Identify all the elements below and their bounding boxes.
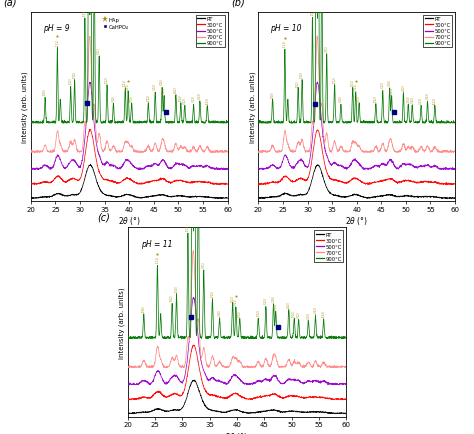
Text: (312): (312) bbox=[264, 297, 268, 304]
Text: pH = 9: pH = 9 bbox=[43, 24, 69, 33]
Text: (300): (300) bbox=[192, 71, 197, 78]
Text: (200): (200) bbox=[271, 91, 274, 98]
Text: (212): (212) bbox=[210, 289, 214, 296]
Text: (402): (402) bbox=[287, 300, 291, 307]
Text: (a): (a) bbox=[3, 0, 17, 7]
X-axis label: $2\theta$ (°): $2\theta$ (°) bbox=[118, 215, 141, 227]
Text: (310): (310) bbox=[111, 95, 116, 102]
Text: (202): (202) bbox=[196, 166, 201, 173]
Text: (222): (222) bbox=[374, 95, 378, 102]
Text: (321): (321) bbox=[390, 87, 393, 94]
Text: (322): (322) bbox=[183, 97, 187, 104]
Text: (111): (111) bbox=[55, 39, 59, 46]
Text: (b): (b) bbox=[231, 0, 245, 7]
Y-axis label: intensity (arb. units): intensity (arb. units) bbox=[118, 286, 125, 358]
Text: (210): (210) bbox=[174, 284, 179, 291]
Text: (222): (222) bbox=[146, 94, 150, 101]
Text: (210): (210) bbox=[300, 71, 304, 77]
Text: (313): (313) bbox=[306, 312, 310, 319]
Text: (513): (513) bbox=[322, 309, 326, 316]
Text: (004): (004) bbox=[406, 95, 410, 102]
Text: (211): (211) bbox=[310, 8, 314, 15]
Text: (311): (311) bbox=[354, 83, 358, 89]
Text: (004): (004) bbox=[292, 310, 296, 316]
Text: (002): (002) bbox=[170, 294, 174, 301]
Text: (323): (323) bbox=[313, 305, 318, 312]
Legend: RT, 300°C, 500°C, 700°C, 900°C: RT, 300°C, 500°C, 700°C, 900°C bbox=[423, 16, 452, 48]
X-axis label: $2\theta$ (°): $2\theta$ (°) bbox=[226, 430, 248, 434]
Text: (320): (320) bbox=[388, 79, 392, 86]
Text: (311): (311) bbox=[126, 83, 130, 90]
Text: (301): (301) bbox=[202, 260, 206, 267]
Text: pH = 11: pH = 11 bbox=[141, 239, 173, 248]
Text: (402): (402) bbox=[174, 86, 178, 93]
Text: (212): (212) bbox=[105, 76, 109, 83]
Text: (212): (212) bbox=[333, 76, 337, 82]
Y-axis label: intensity (arb. units): intensity (arb. units) bbox=[21, 72, 28, 143]
Text: (222): (222) bbox=[256, 309, 260, 316]
Text: (313): (313) bbox=[419, 96, 423, 103]
Text: (322): (322) bbox=[297, 310, 301, 317]
Text: (002): (002) bbox=[296, 80, 300, 86]
Text: (200): (200) bbox=[43, 89, 47, 95]
Text: (513): (513) bbox=[433, 97, 437, 103]
Text: (203): (203) bbox=[238, 309, 242, 316]
Text: (221): (221) bbox=[231, 294, 235, 301]
Text: (311): (311) bbox=[234, 298, 238, 305]
Text: (211): (211) bbox=[83, 9, 87, 16]
Text: (313): (313) bbox=[191, 95, 196, 102]
Text: (c): (c) bbox=[98, 212, 110, 222]
Text: (221): (221) bbox=[123, 79, 127, 85]
Text: (002): (002) bbox=[69, 78, 73, 84]
Text: (211): (211) bbox=[186, 224, 190, 230]
Text: (301): (301) bbox=[97, 47, 101, 54]
Text: (200): (200) bbox=[142, 304, 146, 311]
Text: (310): (310) bbox=[218, 308, 221, 315]
Text: (513): (513) bbox=[205, 96, 210, 103]
Text: (310): (310) bbox=[339, 95, 343, 102]
Text: (221): (221) bbox=[351, 79, 355, 86]
Text: (203): (203) bbox=[357, 95, 361, 102]
Text: (301): (301) bbox=[325, 45, 328, 52]
Text: (320): (320) bbox=[160, 79, 164, 85]
Legend: RT, 300°C, 500°C, 700°C, 900°C: RT, 300°C, 500°C, 700°C, 900°C bbox=[314, 230, 343, 263]
Y-axis label: intensity (arb. units): intensity (arb. units) bbox=[249, 72, 255, 143]
Text: (111): (111) bbox=[155, 256, 159, 263]
Text: (004): (004) bbox=[179, 94, 183, 101]
Legend: HAp, CaHPO₄: HAp, CaHPO₄ bbox=[102, 16, 130, 31]
Text: (321): (321) bbox=[162, 87, 166, 94]
Text: (111): (111) bbox=[283, 40, 287, 47]
Text: (210): (210) bbox=[73, 71, 77, 77]
Text: (321): (321) bbox=[273, 302, 278, 309]
Text: (402): (402) bbox=[401, 84, 405, 90]
Text: (203): (203) bbox=[129, 95, 134, 102]
Text: (320): (320) bbox=[272, 294, 275, 301]
Text: (323): (323) bbox=[426, 92, 429, 99]
Text: (112): (112) bbox=[190, 33, 194, 40]
Text: pH = 10: pH = 10 bbox=[270, 24, 301, 33]
Text: (312): (312) bbox=[381, 82, 385, 88]
Text: (312): (312) bbox=[153, 83, 157, 90]
Text: (322): (322) bbox=[410, 95, 414, 102]
Text: (323): (323) bbox=[198, 92, 202, 99]
X-axis label: $2\theta$ (°): $2\theta$ (°) bbox=[345, 215, 368, 227]
